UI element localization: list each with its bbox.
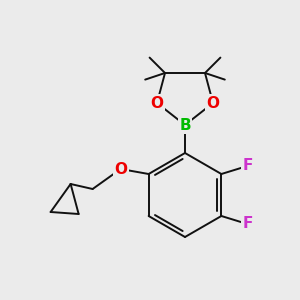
Text: B: B bbox=[179, 118, 191, 133]
Text: O: O bbox=[151, 95, 164, 110]
Text: F: F bbox=[242, 158, 253, 173]
Text: O: O bbox=[206, 95, 220, 110]
Text: F: F bbox=[242, 217, 253, 232]
Text: O: O bbox=[114, 161, 127, 176]
